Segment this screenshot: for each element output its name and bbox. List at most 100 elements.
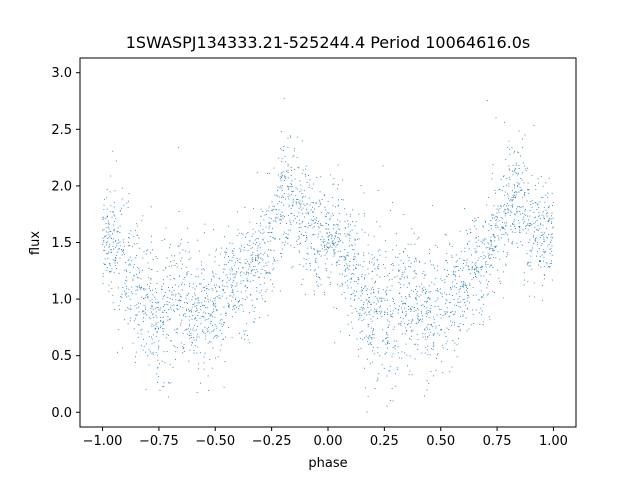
data-point [265, 226, 267, 228]
data-point [238, 308, 240, 310]
data-point [533, 236, 535, 238]
data-point [490, 220, 492, 222]
data-point [211, 287, 213, 289]
data-point [399, 253, 401, 255]
data-point [370, 344, 372, 346]
data-point [427, 336, 429, 338]
data-point [544, 240, 546, 242]
data-point [386, 337, 387, 339]
data-point [158, 309, 160, 311]
data-point [200, 309, 202, 311]
data-point [259, 225, 261, 227]
data-point [143, 251, 145, 253]
data-point [495, 220, 497, 221]
data-point [500, 217, 502, 218]
data-point [259, 317, 261, 318]
data-point [328, 228, 330, 230]
data-point [209, 359, 211, 360]
data-point [475, 220, 477, 221]
data-point [110, 249, 112, 251]
data-point [292, 200, 294, 202]
data-point [353, 273, 355, 275]
data-point [537, 204, 538, 206]
data-point [271, 209, 273, 211]
data-point [219, 349, 221, 351]
data-point [227, 261, 229, 263]
data-point [412, 329, 414, 331]
data-point [504, 244, 506, 246]
data-point [223, 321, 225, 323]
data-point [495, 223, 497, 225]
data-point [260, 232, 262, 234]
data-point [326, 269, 327, 271]
data-point [530, 261, 532, 263]
data-point [291, 180, 293, 182]
data-point [328, 212, 330, 214]
data-point [541, 243, 543, 244]
data-point [123, 239, 125, 241]
data-point [155, 311, 157, 313]
data-point [263, 231, 265, 233]
data-point [193, 337, 195, 339]
data-point [138, 306, 140, 308]
data-point [315, 262, 317, 264]
data-point [464, 260, 466, 261]
data-point [342, 283, 344, 285]
data-point [238, 261, 240, 263]
data-point [464, 304, 466, 306]
data-point [188, 315, 190, 317]
data-point [435, 289, 437, 291]
data-point [228, 303, 230, 305]
data-point [367, 341, 369, 343]
data-point [482, 324, 484, 325]
data-point [109, 244, 111, 246]
data-point [223, 285, 225, 287]
data-point [297, 166, 299, 168]
data-point [452, 313, 454, 315]
data-point [452, 286, 454, 288]
data-point [526, 200, 528, 202]
data-point [254, 265, 256, 267]
data-point [342, 179, 344, 181]
data-point [174, 284, 176, 286]
data-point [434, 306, 436, 308]
data-point [446, 327, 448, 329]
data-point [121, 347, 123, 349]
data-point [430, 348, 432, 350]
data-point [196, 305, 198, 306]
data-point [483, 243, 485, 245]
data-point [116, 251, 118, 253]
data-point [270, 240, 272, 242]
data-point [405, 327, 407, 329]
data-point [430, 371, 432, 373]
data-point [430, 324, 432, 326]
data-point [293, 150, 295, 152]
data-point [162, 324, 164, 326]
data-point [140, 286, 142, 288]
data-point [436, 290, 438, 292]
data-point [361, 309, 363, 311]
data-point [415, 257, 416, 259]
data-point [389, 290, 391, 292]
data-point [378, 311, 380, 313]
data-point [293, 198, 295, 200]
data-point [505, 213, 507, 214]
data-point [271, 201, 273, 203]
data-point [527, 264, 528, 266]
data-point [512, 174, 514, 176]
data-point [500, 206, 502, 208]
data-point [473, 221, 475, 223]
data-point [252, 228, 254, 230]
data-point [424, 274, 425, 276]
data-point [393, 298, 394, 300]
data-point [107, 241, 108, 243]
data-point [544, 232, 546, 234]
data-point [150, 290, 151, 291]
data-point [112, 302, 114, 304]
data-point [436, 299, 438, 301]
data-point [524, 192, 526, 193]
data-point [512, 223, 514, 225]
data-point [488, 197, 490, 198]
data-point [390, 399, 392, 401]
data-point [307, 253, 309, 255]
